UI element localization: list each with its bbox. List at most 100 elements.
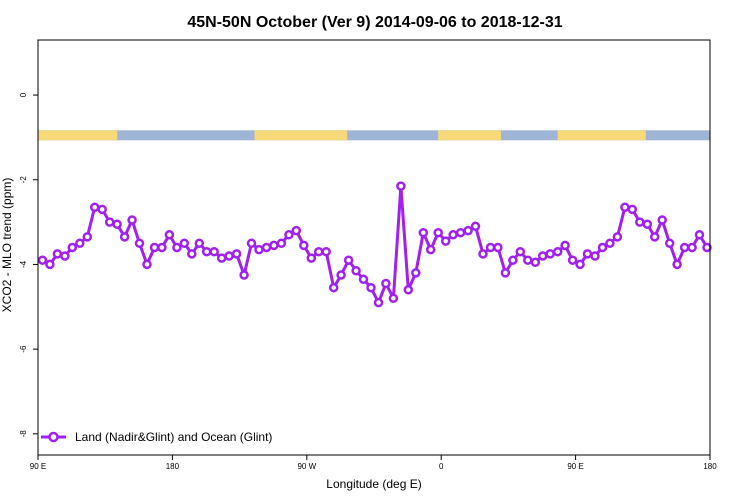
data-point [597,242,608,253]
x-tick-label: 90 E [30,462,46,471]
data-point [455,227,466,238]
data-point [239,270,249,280]
data-point [381,278,391,289]
data-point [261,242,272,253]
series-layer [37,181,712,308]
data-point [366,282,376,293]
data-point [97,204,107,215]
x-tick-label: 90 E [567,462,583,471]
data-point [231,249,242,259]
data-point [149,242,160,253]
data-point [172,242,182,253]
data-point [351,266,361,276]
data-point [336,270,346,280]
y-tick-label: -2 [19,176,28,184]
data-point [635,217,645,227]
data-point [104,217,115,227]
data-point [276,238,287,249]
data-point [545,249,555,259]
data-point [530,257,541,268]
data-point [605,238,615,249]
data-point [694,230,705,240]
data-point [269,240,279,251]
y-axis-label: XCO2 - MLO trend (ppm) [0,178,14,313]
x-tick-label: 90 W [297,462,316,471]
data-point [194,238,205,249]
data-point [500,268,511,278]
data-point [343,255,354,265]
x-axis-label: Longitude (deg E) [326,477,421,491]
data-point [142,259,152,270]
data-point [157,242,167,253]
data-point [127,215,137,225]
data-point [306,253,317,263]
data-point [627,204,638,215]
data-point [216,253,227,263]
data-point [60,251,70,261]
legend-label: Land (Nadir&Glint) and Ocean (Glint) [75,430,272,444]
data-point [575,259,585,270]
land-band [254,130,348,141]
data-point [567,255,578,265]
data-point [433,227,443,238]
x-axis: 90 E 180 90 W 0 90 E 180 [30,455,717,471]
data-point [321,246,331,257]
data-point [246,238,257,249]
data-point [299,240,309,251]
y-axis: 0 -2 -4 -6 -8 [19,92,38,437]
data-point [224,251,234,261]
data-point [284,230,294,240]
data-point [642,219,653,229]
data-point [515,246,526,257]
data-point [403,285,414,295]
data-point [313,246,324,257]
data-point [470,221,481,232]
data-point [328,282,339,293]
data-point [358,274,369,285]
data-point [112,219,122,229]
x-tick-label: 180 [166,462,180,471]
data-point [75,238,85,249]
data-point [493,242,503,253]
data-point [440,236,451,246]
data-point [291,225,302,236]
y-tick-label: 0 [19,92,28,97]
plot-frame [37,39,711,456]
land-band [438,130,501,141]
data-point [620,202,630,213]
data-point [201,246,212,257]
data-point [478,249,488,259]
data-point [52,249,63,259]
data-point [657,215,667,225]
land-band [38,130,118,141]
data-point [508,255,518,265]
x-tick-label: 0 [439,462,444,471]
data-point [89,202,100,213]
data-point [523,255,533,265]
data-point [672,259,682,270]
legend-marker [48,431,59,443]
data-point [649,232,660,242]
data-point [702,242,712,253]
data-point [418,227,429,238]
data-point [552,246,563,257]
data-point [119,232,130,242]
data-point [396,181,406,191]
data-point [612,232,623,242]
data-point [590,251,600,261]
data-point [45,259,55,270]
land-ocean-strip [38,130,710,141]
data-point [179,238,190,249]
data-point [448,230,458,240]
data-point [485,242,496,253]
legend: Land (Nadir&Glint) and Ocean (Glint) [41,430,272,444]
x-tick-label: 180 [703,462,717,471]
ocean-band [38,130,710,141]
data-point [134,238,145,249]
data-point [537,251,548,261]
data-point [388,293,399,304]
data-point [582,249,593,259]
y-tick-label: -8 [19,430,28,438]
data-point [254,244,264,255]
